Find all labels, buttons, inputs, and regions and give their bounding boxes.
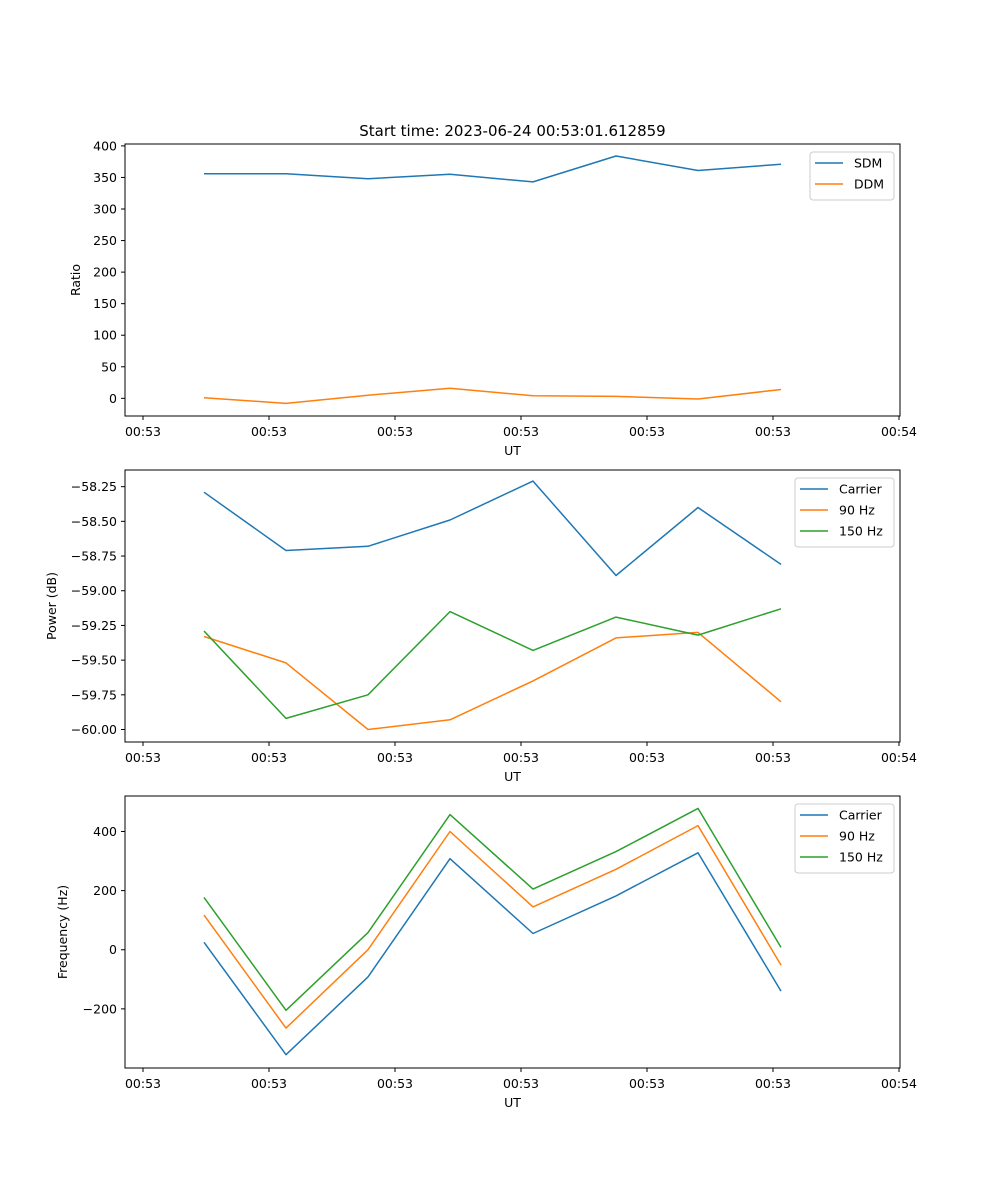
subplot-3: 00:53 00:53 00:53 00:53 00:53 00:53 00:54 −200 0… [55,795,917,1110]
x-tick-label: 00:53 [503,750,539,765]
x-tick-label: 00:54 [881,1076,917,1091]
x-tick-label: 00:53 [377,424,413,439]
y-axis-label: Ratio [68,264,83,296]
x-tick-label: 00:53 [125,750,161,765]
x-tick-label: 00:53 [629,1076,665,1091]
x-tick-label: 00:53 [377,750,413,765]
x-tick-label: 00:53 [125,1076,161,1091]
plot-frame [124,143,901,417]
y-tick-label: 350 [93,170,117,185]
y-tick-label: 100 [93,328,117,343]
x-tick-label: 00:53 [125,424,161,439]
y-tick-label: 400 [93,138,117,153]
x-tick-label: 00:54 [881,424,917,439]
y-tick-label: 400 [93,824,117,839]
subplot-1: Start time: 2023-06-24 00:53:01.61285900… [68,122,917,458]
y-axis-label: Power (dB) [44,572,59,640]
y-tick-label: −58.25 [71,479,117,494]
x-tick-label: 00:53 [755,424,791,439]
y-tick-label: −59.50 [71,653,117,668]
legend-label: SDM [854,156,882,171]
y-tick-label: −58.50 [71,514,117,529]
legend: Carrier 90 Hz 150 Hz [794,477,895,548]
legend-label: 150 Hz [839,850,883,865]
x-tick-label: 00:53 [251,424,287,439]
x-tick-label: 00:53 [503,424,539,439]
legend-label: Carrier [839,808,883,823]
y-tick-label: 300 [93,202,117,217]
x-tick-label: 00:53 [503,1076,539,1091]
x-axis-label: UT [504,443,521,458]
series-line-ddm [203,387,782,405]
y-tick-label: 200 [93,883,117,898]
x-axis-label: UT [504,769,521,784]
series-line-150-hz [203,608,782,720]
plot-frame [124,795,901,1069]
y-tick-label: −59.75 [71,687,117,702]
y-axis-label: Frequency (Hz) [55,885,70,979]
y-tick-label: −59.00 [71,583,117,598]
chart-title: Start time: 2023-06-24 00:53:01.612859 [359,122,665,140]
y-tick-label: −200 [83,1001,117,1016]
legend-box [809,151,895,201]
x-tick-label: 00:53 [377,1076,413,1091]
series-line-carrier [203,480,782,577]
plot-frame [124,469,901,743]
legend-label: DDM [854,177,884,192]
series-line-90-hz [203,631,782,731]
series-line-150-hz [203,807,782,1012]
legend: SDM DDM [809,151,895,201]
y-tick-label: −58.75 [71,549,117,564]
y-tick-label: 200 [93,265,117,280]
x-tick-label: 00:53 [755,750,791,765]
y-tick-label: 0 [109,391,117,406]
legend-label: Carrier [839,482,883,497]
series-line-sdm [204,155,782,183]
y-tick-label: −59.25 [71,618,117,633]
legend-label: 90 Hz [839,503,875,518]
legend-label: 150 Hz [839,524,883,539]
legend-label: 90 Hz [839,829,875,844]
y-tick-label: 0 [109,942,117,957]
legend-box [794,477,895,548]
x-axis-label: UT [504,1095,521,1110]
legend-box [794,803,895,874]
legend: Carrier 90 Hz 150 Hz [794,803,895,874]
y-tick-label: 250 [93,233,117,248]
x-tick-label: 00:53 [251,1076,287,1091]
x-tick-label: 00:53 [629,424,665,439]
x-tick-label: 00:54 [881,750,917,765]
y-tick-label: 150 [93,296,117,311]
x-tick-label: 00:53 [251,750,287,765]
series-line-90-hz [203,824,782,1029]
x-tick-label: 00:53 [629,750,665,765]
x-tick-label: 00:53 [755,1076,791,1091]
y-tick-label: −60.00 [71,722,117,737]
series-line-carrier [203,852,782,1056]
y-tick-label: 50 [101,359,117,374]
subplot-2: 00:53 00:53 00:53 00:53 00:53 00:53 00:54 −60.0… [44,469,917,784]
